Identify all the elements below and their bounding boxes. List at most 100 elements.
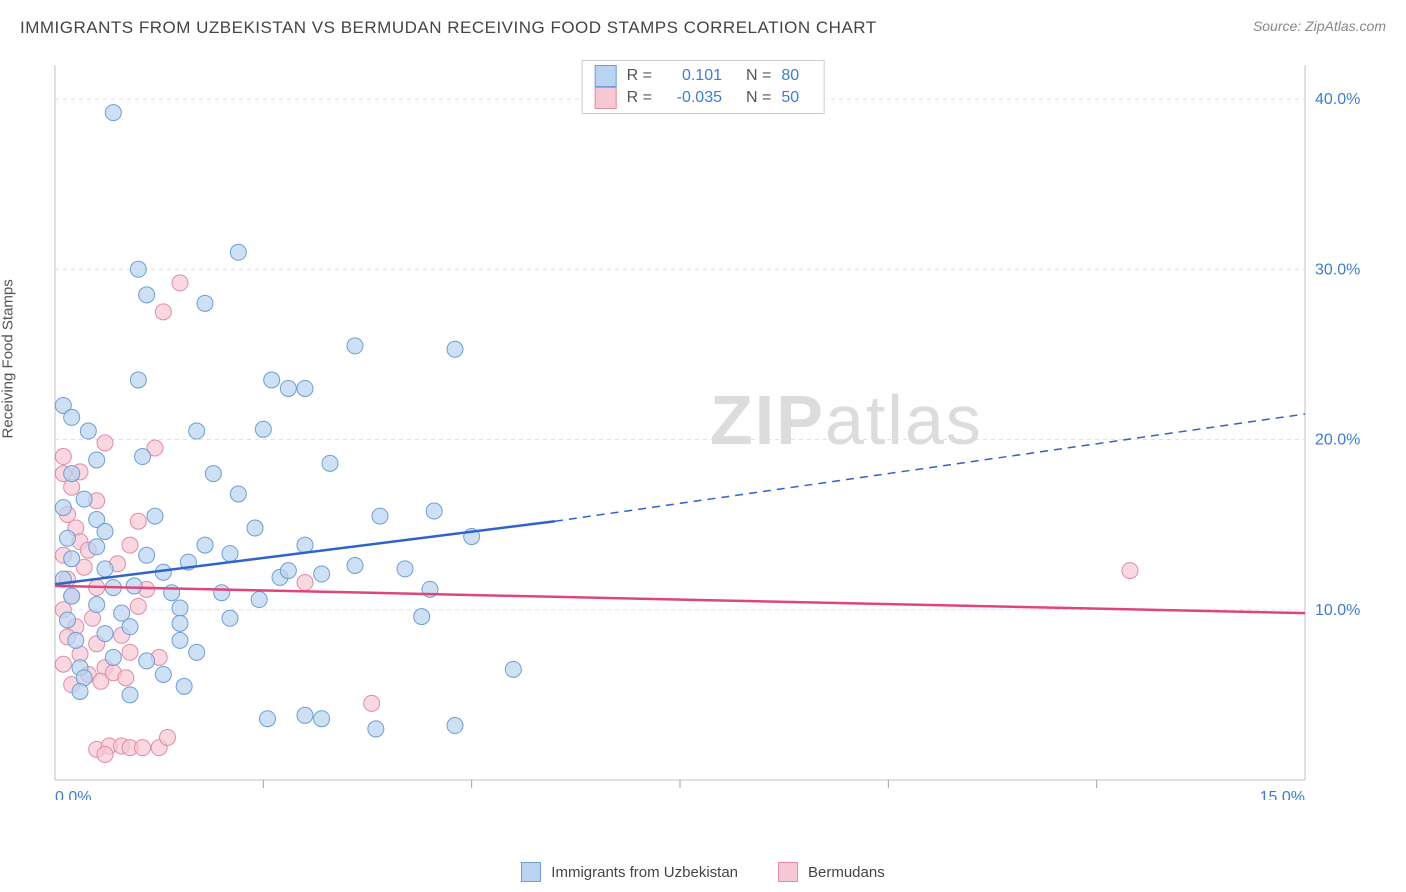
chart-header: IMMIGRANTS FROM UZBEKISTAN VS BERMUDAN R… [20, 18, 1386, 38]
data-point [97, 746, 113, 762]
data-point [189, 644, 205, 660]
data-point [155, 304, 171, 320]
data-point [426, 503, 442, 519]
data-point [135, 449, 151, 465]
data-point [105, 649, 121, 665]
data-point [122, 537, 138, 553]
legend-label: Immigrants from Uzbekistan [551, 864, 738, 881]
correlation-legend: R = 0.101N = 80R = -0.035 N = 50 [582, 60, 825, 114]
data-point [130, 372, 146, 388]
data-point [297, 707, 313, 723]
n-value: 50 [781, 89, 811, 107]
y-axis-label: Receiving Food Stamps [0, 279, 17, 438]
n-label: N = [746, 67, 771, 85]
data-point [280, 380, 296, 396]
data-point [55, 500, 71, 516]
data-point [230, 244, 246, 260]
data-point [368, 721, 384, 737]
y-tick-label: 40.0% [1315, 91, 1360, 108]
data-point [60, 612, 76, 628]
data-point [197, 537, 213, 553]
data-point [64, 551, 80, 567]
y-tick-label: 20.0% [1315, 432, 1360, 449]
legend-item: Immigrants from Uzbekistan [521, 862, 738, 882]
legend-item: Bermudans [778, 862, 885, 882]
trend-line [55, 586, 1305, 613]
data-point [64, 466, 80, 482]
data-point [230, 486, 246, 502]
data-point [64, 588, 80, 604]
legend-swatch [521, 862, 541, 882]
data-point [1122, 563, 1138, 579]
data-point [505, 661, 521, 677]
data-point [264, 372, 280, 388]
data-point [447, 341, 463, 357]
data-point [122, 619, 138, 635]
data-point [214, 585, 230, 601]
n-label: N = [746, 89, 771, 107]
data-point [97, 626, 113, 642]
legend-swatch [595, 87, 617, 109]
data-point [60, 530, 76, 546]
data-point [222, 610, 238, 626]
data-point [139, 653, 155, 669]
data-point [118, 670, 134, 686]
data-point [89, 539, 105, 555]
data-point [280, 563, 296, 579]
data-point [197, 295, 213, 311]
data-point [172, 275, 188, 291]
data-point [147, 508, 163, 524]
data-point [414, 609, 430, 625]
data-point [97, 523, 113, 539]
data-point [297, 575, 313, 591]
data-point [130, 261, 146, 277]
data-point [122, 687, 138, 703]
data-point [172, 600, 188, 616]
correlation-legend-row: R = 0.101N = 80 [595, 65, 812, 87]
data-point [251, 592, 267, 608]
watermark: ZIPatlas [710, 380, 983, 460]
data-point [89, 597, 105, 613]
data-point [97, 561, 113, 577]
legend-swatch [778, 862, 798, 882]
data-point [89, 452, 105, 468]
data-point [139, 287, 155, 303]
series-legend: Immigrants from Uzbekistan Bermudans [0, 862, 1406, 882]
data-point [372, 508, 388, 524]
data-point [105, 105, 121, 121]
data-point [322, 455, 338, 471]
data-point [314, 711, 330, 727]
data-point [260, 711, 276, 727]
data-point [97, 435, 113, 451]
data-point [347, 558, 363, 574]
y-tick-label: 10.0% [1315, 602, 1360, 619]
r-label: R = [627, 67, 652, 85]
chart-title: IMMIGRANTS FROM UZBEKISTAN VS BERMUDAN R… [20, 18, 877, 38]
data-point [72, 683, 88, 699]
data-point [297, 537, 313, 553]
data-point [160, 729, 176, 745]
data-point [255, 421, 271, 437]
data-point [222, 546, 238, 562]
data-point [297, 380, 313, 396]
data-point [189, 423, 205, 439]
data-point [64, 409, 80, 425]
data-point [126, 578, 142, 594]
data-point [122, 644, 138, 660]
data-point [172, 632, 188, 648]
data-point [80, 423, 96, 439]
data-point [172, 615, 188, 631]
x-tick-label: 15.0% [1260, 789, 1305, 800]
data-point [314, 566, 330, 582]
data-point [68, 632, 84, 648]
r-value: -0.035 [662, 89, 722, 107]
data-point [397, 561, 413, 577]
data-point [247, 520, 263, 536]
data-point [130, 513, 146, 529]
data-point [155, 666, 171, 682]
data-point [55, 656, 71, 672]
chart-source: Source: ZipAtlas.com [1253, 18, 1386, 34]
data-point [364, 695, 380, 711]
data-point [139, 547, 155, 563]
y-tick-label: 30.0% [1315, 261, 1360, 278]
